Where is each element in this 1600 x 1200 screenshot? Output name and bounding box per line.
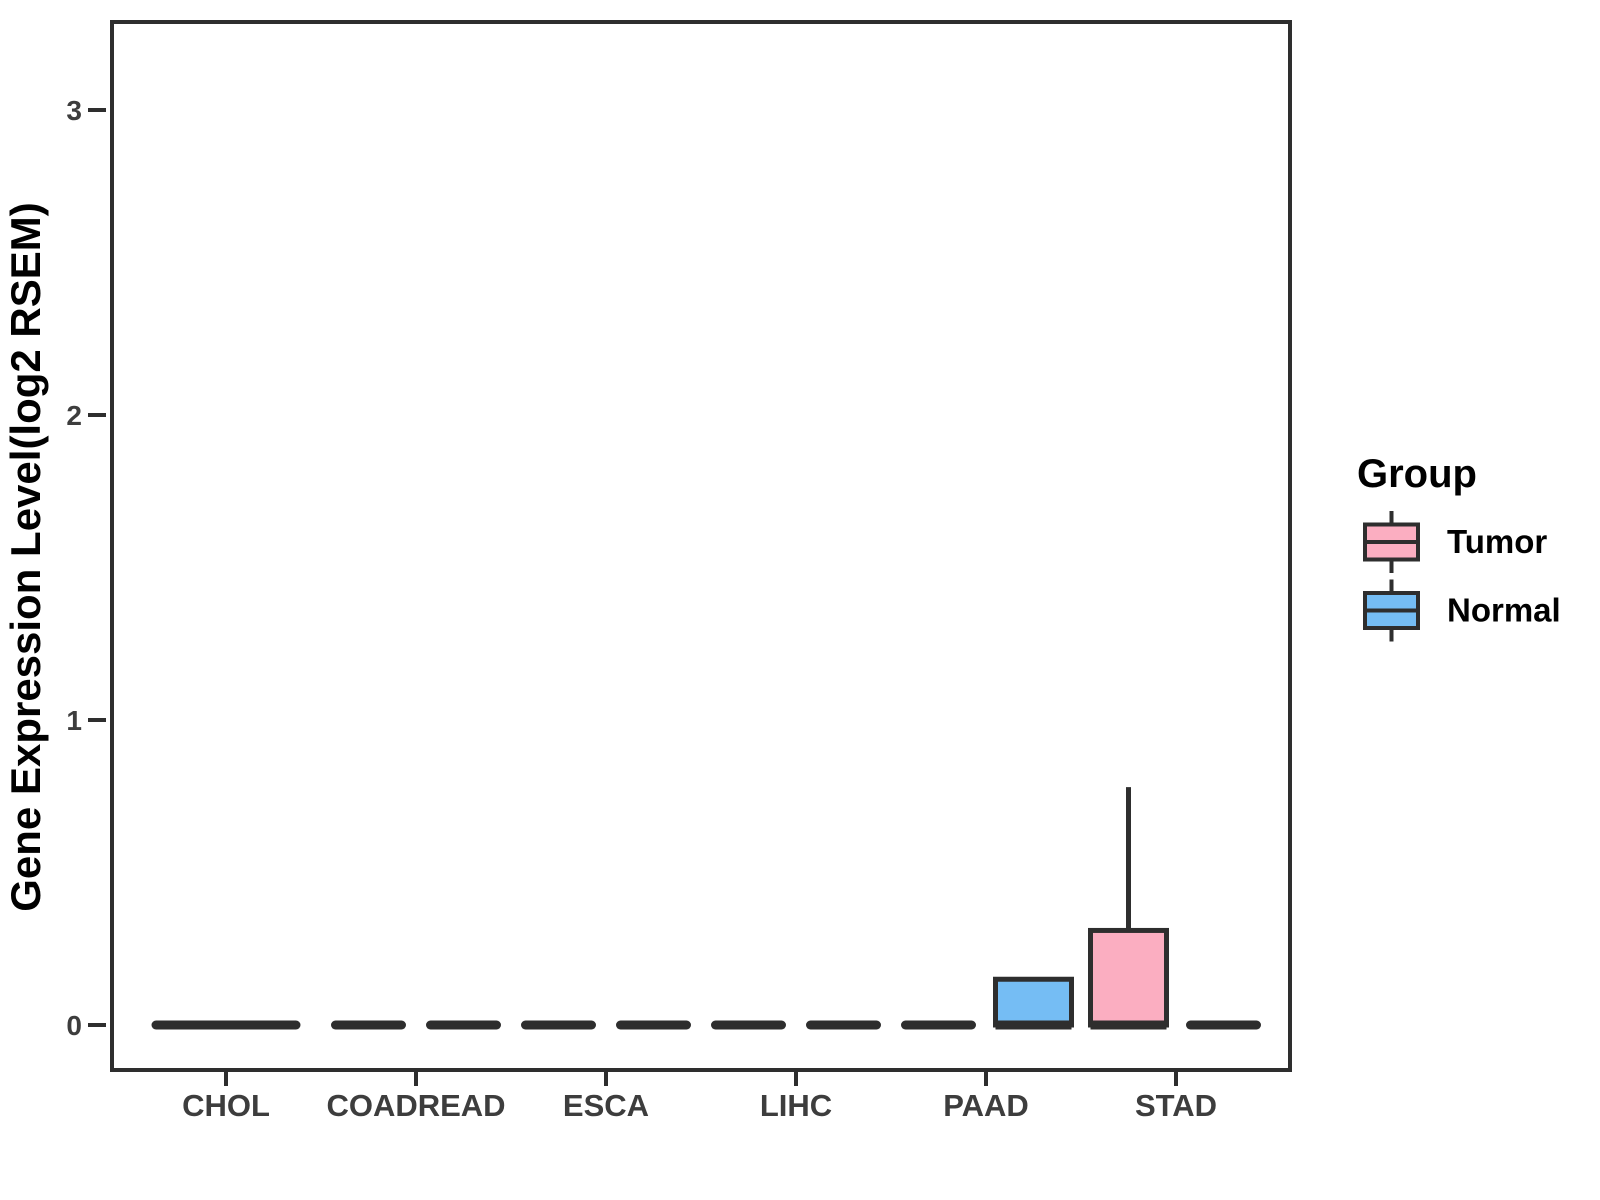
- x-tick-label-esca: ESCA: [563, 1088, 649, 1123]
- legend-label-normal: Normal: [1447, 592, 1561, 629]
- plot-panel-border: [110, 20, 1292, 1072]
- legend-label-tumor: Tumor: [1447, 523, 1547, 560]
- box-stad-tumor: [1088, 927, 1169, 1028]
- legend-entries: Tumor Normal: [1363, 511, 1561, 642]
- y-tick-label-0: 0: [66, 1010, 82, 1041]
- x-tick-label-stad: STAD: [1135, 1088, 1217, 1123]
- box-paad-normal: [993, 976, 1074, 1028]
- x-tick-label-lihc: LIHC: [760, 1088, 832, 1123]
- y-tick-label-2: 2: [66, 400, 82, 431]
- boxplot-layer: [151, 787, 1261, 1030]
- legend-title: Group: [1357, 452, 1477, 496]
- y-axis-title: Gene Expression Level(log2 RSEM): [2, 202, 49, 912]
- x-tick-label-coadread: COADREAD: [326, 1088, 505, 1123]
- legend-entry-tumor: Tumor: [1363, 511, 1547, 573]
- legend: Group Tumor Normal: [1357, 452, 1561, 642]
- y-tick-label-3: 3: [66, 95, 82, 126]
- legend-entry-normal: Normal: [1363, 579, 1561, 642]
- x-tick-label-chol: CHOL: [182, 1088, 270, 1123]
- y-tick-label-1: 1: [66, 705, 82, 736]
- x-tick-label-paad: PAAD: [943, 1088, 1029, 1123]
- y-axis: 0 1 2 3: [66, 95, 106, 1041]
- x-axis: CHOL COADREAD ESCA LIHC PAAD STAD: [182, 1072, 1217, 1123]
